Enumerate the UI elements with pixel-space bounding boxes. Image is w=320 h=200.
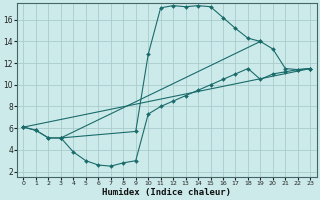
X-axis label: Humidex (Indice chaleur): Humidex (Indice chaleur) — [102, 188, 231, 197]
